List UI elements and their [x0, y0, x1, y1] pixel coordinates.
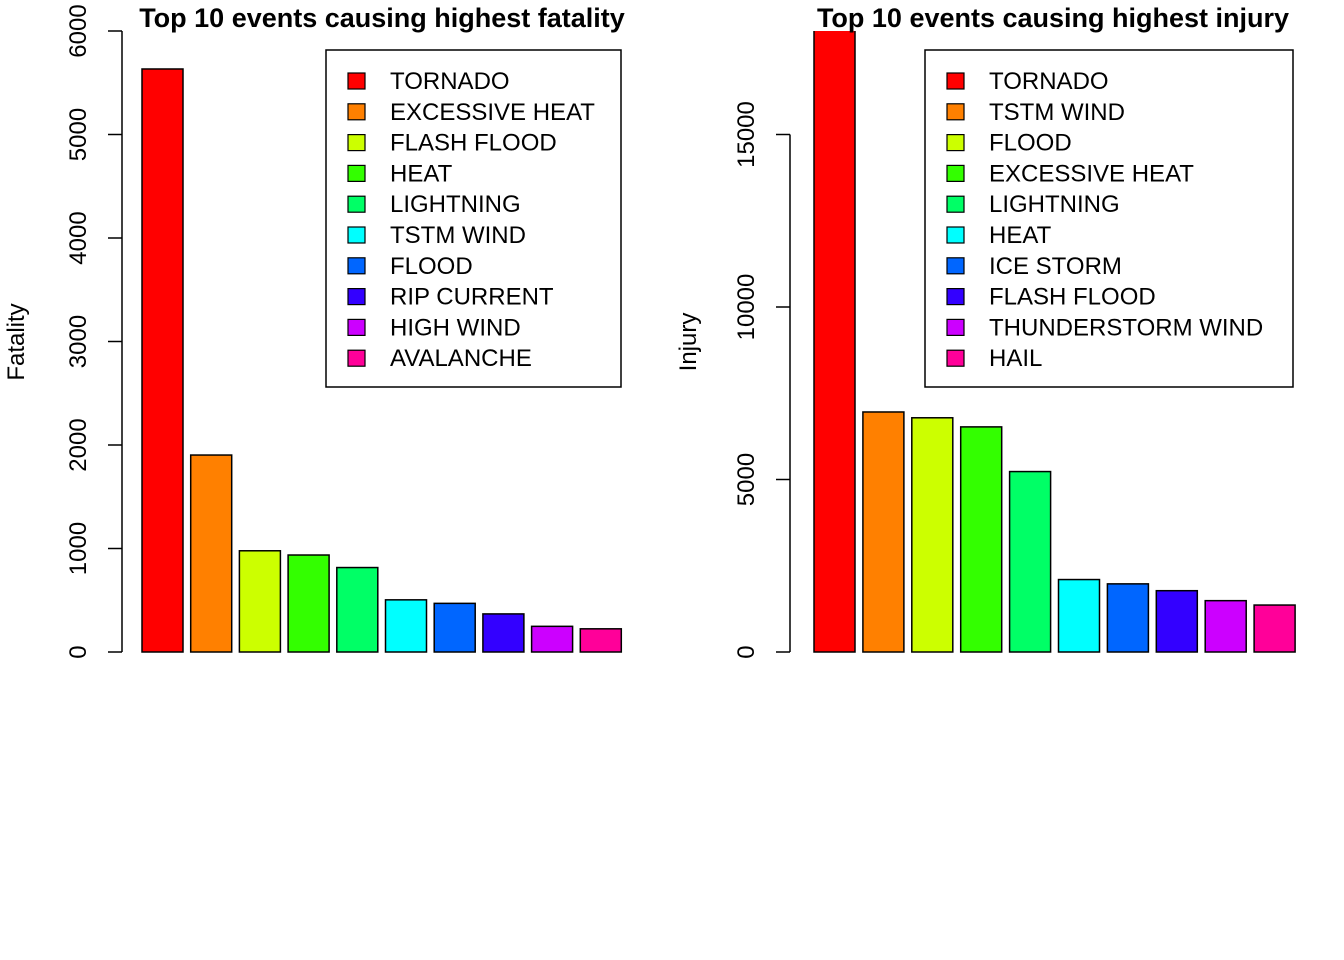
bar: [141, 68, 184, 653]
legend-label: TSTM WIND: [989, 99, 1125, 126]
bar: [1008, 470, 1052, 653]
legend-swatch: [347, 318, 366, 336]
legend-swatch: [347, 257, 366, 275]
legend-swatch: [347, 134, 366, 152]
legend-label: FLOOD: [989, 130, 1072, 157]
legend-swatch: [946, 288, 965, 306]
legend-label: RIP CURRENT: [390, 284, 554, 311]
y-tick-label: 15000: [733, 101, 760, 168]
bar: [862, 411, 905, 653]
legend-label: FLASH FLOOD: [390, 130, 557, 157]
legend-swatch: [347, 288, 366, 306]
legend-swatch: [946, 226, 965, 244]
legend-swatch: [347, 164, 366, 182]
legend-swatch: [347, 226, 366, 244]
y-tick-label: 6000: [65, 4, 92, 57]
legend-swatch: [347, 72, 366, 90]
bar: [287, 554, 330, 653]
y-tick-label: 0: [733, 645, 760, 658]
plot-area: [813, 31, 1296, 653]
legend-label: LIGHTNING: [390, 191, 521, 218]
bar: [959, 426, 1003, 653]
chart-title: Top 10 events causing highest fatality: [139, 3, 625, 33]
y-tick-label: 0: [65, 645, 92, 658]
y-tick-label: 4000: [65, 211, 92, 264]
legend-label: TORNADO: [989, 68, 1109, 95]
y-tick-label: 2000: [65, 418, 92, 471]
legend-label: EXCESSIVE HEAT: [390, 99, 595, 126]
legend-box: [325, 49, 622, 388]
legend-label: TSTM WIND: [390, 222, 526, 249]
bar: [189, 454, 233, 653]
bar: [433, 602, 476, 653]
y-tick-label: 5000: [65, 108, 92, 161]
legend-swatch: [946, 349, 965, 367]
plot-area: [141, 68, 623, 653]
legend-label: HIGH WIND: [390, 314, 521, 341]
legend-label: HEAT: [989, 222, 1052, 249]
legend-label: THUNDERSTORM WIND: [989, 314, 1263, 341]
y-axis-title: Fatality: [3, 303, 30, 380]
legend-label: EXCESSIVE HEAT: [989, 160, 1194, 187]
legend-swatch: [946, 318, 965, 336]
legend-swatch: [347, 103, 366, 121]
y-axis-title: Injury: [675, 313, 702, 372]
legend-swatch: [347, 195, 366, 213]
bar: [1106, 583, 1150, 653]
legend-label: FLOOD: [390, 253, 473, 280]
legend-label: HEAT: [390, 160, 453, 187]
bar: [336, 566, 379, 653]
legend-swatch: [946, 257, 965, 275]
bar: [384, 599, 428, 653]
legend-swatch: [946, 134, 965, 152]
legend-label: AVALANCHE: [390, 345, 532, 372]
legend-label: TORNADO: [390, 68, 510, 95]
bar: [1253, 604, 1296, 653]
bar: [1155, 589, 1199, 653]
legend-label: ICE STORM: [989, 253, 1122, 280]
legend-label: FLASH FLOOD: [989, 284, 1156, 311]
y-tick-label: 5000: [733, 453, 760, 506]
y-tick-label: 10000: [733, 274, 760, 341]
legend-label: LIGHTNING: [989, 191, 1120, 218]
legend-box: [924, 49, 1294, 388]
legend-swatch: [347, 349, 366, 367]
bar: [238, 550, 282, 653]
y-tick-label: 3000: [65, 315, 92, 368]
bar: [1057, 578, 1101, 653]
chart-title: Top 10 events causing highest injury: [817, 3, 1289, 33]
legend-swatch: [946, 195, 965, 213]
bar: [911, 417, 954, 653]
y-tick-label: 1000: [65, 522, 92, 575]
legend-label: HAIL: [989, 345, 1042, 372]
legend-swatch: [946, 72, 965, 90]
bar: [579, 628, 623, 653]
bar: [482, 613, 525, 653]
legend-swatch: [946, 164, 965, 182]
bar: [530, 625, 574, 653]
bar: [813, 31, 856, 653]
bar: [1204, 599, 1247, 653]
legend-swatch: [946, 103, 965, 121]
